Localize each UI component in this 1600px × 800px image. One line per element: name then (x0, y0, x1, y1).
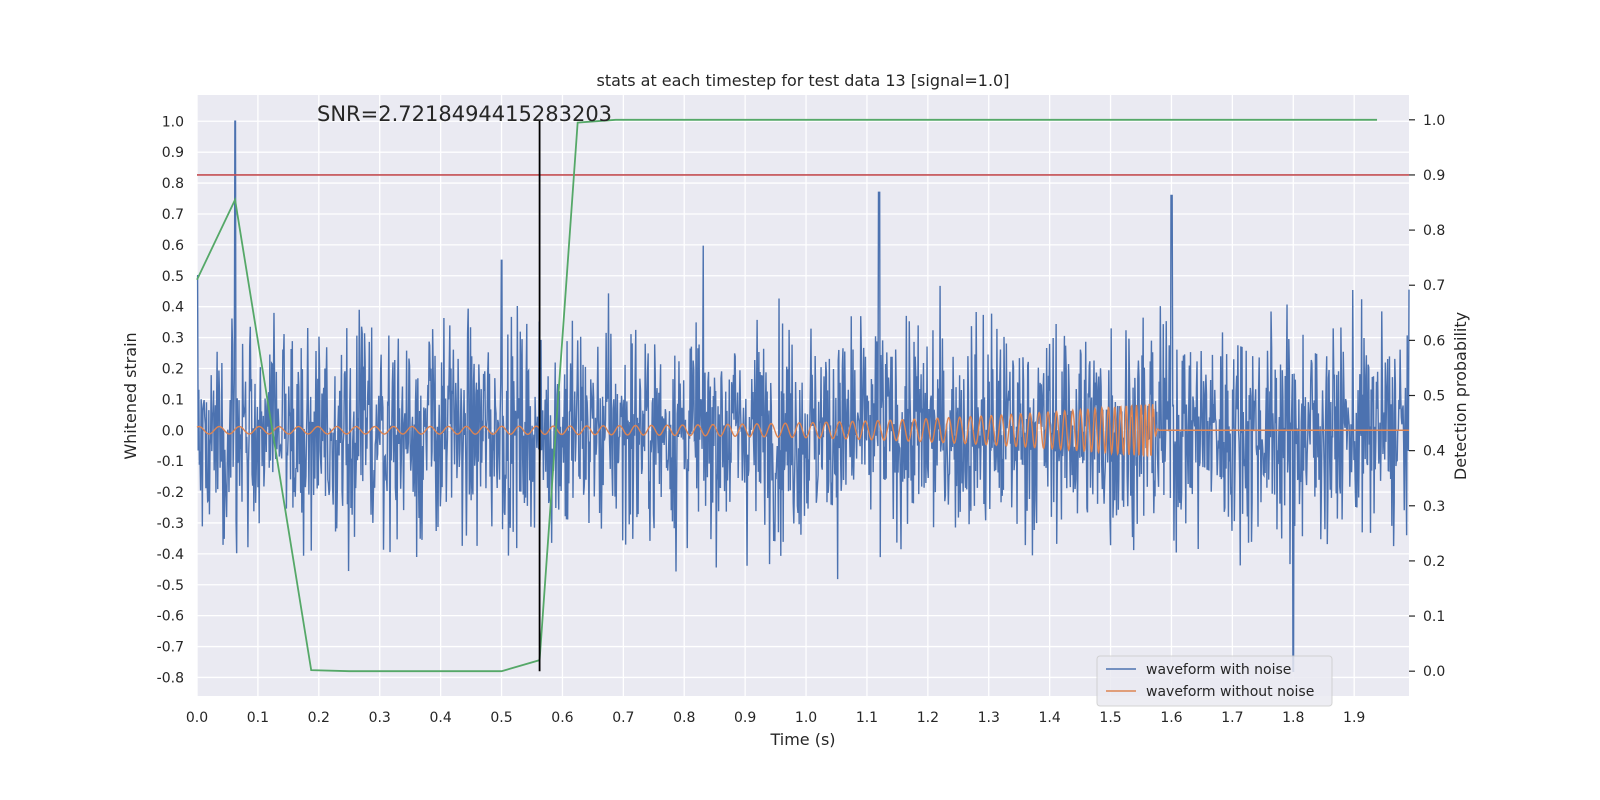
y-left-tick-label: -0.8 (157, 670, 184, 686)
y-right-tick-label: 0.9 (1423, 168, 1445, 184)
y-right-tick-label: 1.0 (1423, 113, 1445, 129)
y-left-tick-label: -0.4 (157, 547, 184, 563)
x-tick-label: 0.3 (369, 710, 391, 726)
legend-box (1096, 655, 1333, 707)
y-left-tick-label: 0.2 (162, 361, 184, 377)
y-left-tick-label: 0.6 (162, 238, 184, 254)
x-tick-label: 0.8 (673, 710, 695, 726)
y-right-tick-label: 0.7 (1423, 278, 1445, 294)
y-right-tick-label: 0.6 (1423, 333, 1445, 349)
x-tick-label: 0.1 (247, 710, 269, 726)
legend-label-clean: waveform without noise (1146, 684, 1314, 700)
y-right-tick-label: 0.4 (1423, 444, 1445, 460)
y-left-tick-label: -0.6 (157, 609, 184, 625)
y-left-tick-label: -0.5 (157, 578, 184, 594)
x-tick-label: 1.8 (1282, 710, 1304, 726)
y-right-tick-label: 0.5 (1423, 389, 1445, 405)
probability-path (196, 118, 1378, 673)
grid (196, 95, 1409, 696)
x-tick-label: 0.4 (429, 710, 451, 726)
x-tick-label: 1.5 (1099, 710, 1121, 726)
y-left-tick-label: 0.4 (162, 300, 184, 316)
y-left-tick-label: 0.8 (162, 176, 184, 192)
y-left-tick-label: -0.7 (157, 640, 184, 656)
y-left-tick-label: 0.1 (162, 392, 184, 408)
y-left-axis-ticks: -0.8 -0.7 -0.6 -0.5 -0.4 -0.3 -0.2 -0.1 0.0 0.1 0.… (157, 114, 184, 686)
noisy-waveform-path (196, 120, 1410, 672)
y-left-tick-label: -0.1 (157, 454, 184, 470)
x-tick-label: 1.0 (795, 710, 817, 726)
y-right-axis-label: Detection probability (1451, 312, 1470, 480)
chart-title: stats at each timestep for test data 13 … (597, 71, 1010, 90)
y-left-tick-label: 0.5 (162, 269, 184, 285)
y-right-tick-label: 0.1 (1423, 609, 1445, 625)
y-left-tick-label: 0.0 (162, 423, 184, 439)
x-tick-label: 0.0 (186, 710, 208, 726)
x-tick-label: 0.2 (308, 710, 330, 726)
clean-waveform-line (196, 403, 1409, 458)
noisy-waveform-line (196, 120, 1410, 672)
x-tick-label: 1.4 (1039, 710, 1061, 726)
clean-waveform-path (196, 403, 1409, 458)
y-right-tick-label: 0.3 (1423, 499, 1445, 515)
x-axis-label: Time (s) (769, 730, 835, 749)
y-left-tick-label: 1.0 (162, 114, 184, 130)
x-tick-label: 0.6 (551, 710, 573, 726)
x-tick-label: 0.5 (490, 710, 512, 726)
y-right-tick-label: 0.0 (1423, 664, 1445, 680)
x-tick-label: 1.6 (1160, 710, 1182, 726)
y-left-axis-label: Whitened strain (121, 332, 140, 459)
y-right-tick-label: 0.2 (1423, 554, 1445, 570)
x-tick-label: 1.1 (856, 710, 878, 726)
x-tick-label: 1.9 (1343, 710, 1365, 726)
snr-annotation: SNR=2.7218494415283203 (317, 102, 612, 126)
probability-line (196, 118, 1378, 673)
y-left-tick-label: -0.2 (157, 485, 184, 501)
x-tick-label: 1.2 (917, 710, 939, 726)
x-tick-label: 0.7 (612, 710, 634, 726)
x-tick-label: 1.7 (1221, 710, 1243, 726)
y-left-tick-label: 0.9 (162, 145, 184, 161)
y-right-tick-label: 0.8 (1423, 223, 1445, 239)
y-left-tick-label: -0.3 (157, 516, 184, 532)
x-tick-label: 0.9 (734, 710, 756, 726)
x-tick-label: 1.3 (978, 710, 1000, 726)
legend-label-noisy: waveform with noise (1146, 662, 1291, 678)
y-right-axis-ticks: 0.0 0.1 0.2 0.3 0.4 0.5 0.6 0.7 0.8 0.9 1.0 (1409, 113, 1445, 680)
y-left-tick-label: 0.7 (162, 207, 184, 223)
x-axis-ticks: 0.0 0.1 0.2 0.3 0.4 0.5 0.6 0.7 0.8 0.9 1.0 1.1 1.2 1… (186, 710, 1365, 726)
legend: waveform with noise waveform without noi… (1096, 655, 1333, 707)
y-left-tick-label: 0.3 (162, 331, 184, 347)
